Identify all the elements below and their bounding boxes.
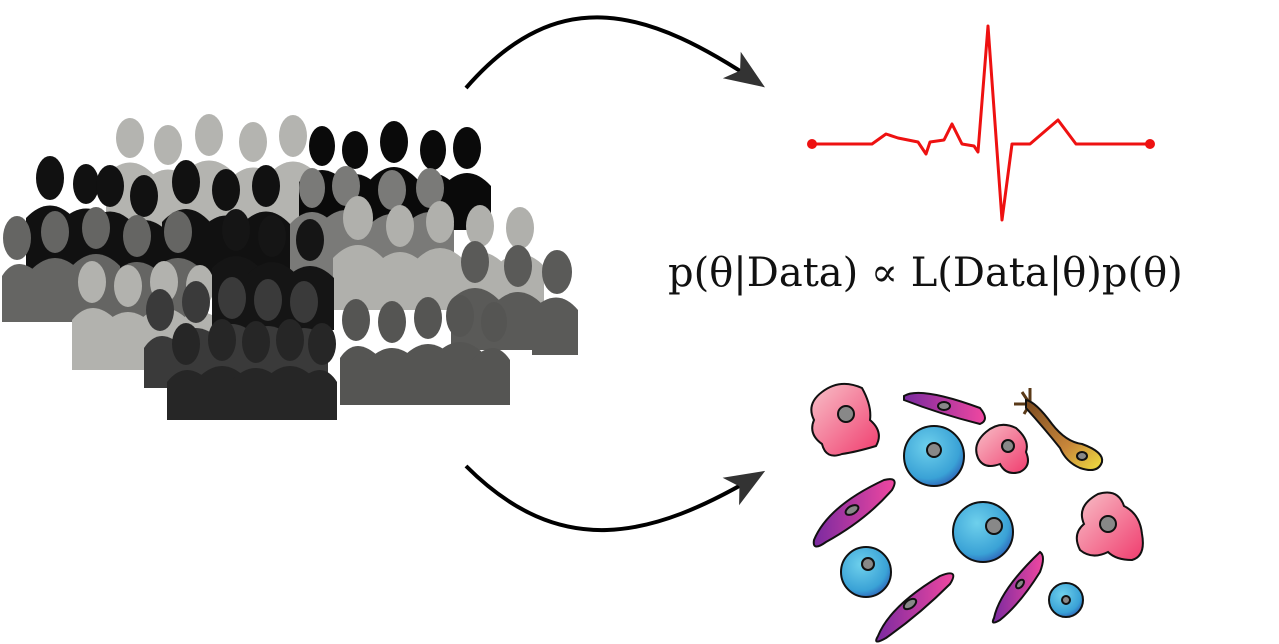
spindle-cell bbox=[991, 550, 1044, 624]
neuron-cell bbox=[1014, 388, 1104, 471]
curved-arrow-icon bbox=[464, 464, 766, 533]
spindle-cell bbox=[812, 478, 896, 548]
ecg-signal-icon bbox=[807, 24, 1155, 222]
cell-collection-icon bbox=[810, 382, 1144, 643]
curved-arrow-icon bbox=[464, 15, 765, 90]
pink-cell bbox=[1075, 491, 1144, 562]
crowd-silhouette-icon bbox=[2, 114, 578, 420]
round-cell bbox=[903, 425, 965, 487]
bayes-formula: p(θ|Data) ∝ L(Data|θ)p(θ) bbox=[668, 250, 1183, 296]
pink-cell bbox=[975, 423, 1029, 474]
round-cell bbox=[840, 546, 892, 598]
round-cell bbox=[952, 501, 1014, 563]
pink-cell bbox=[810, 382, 880, 457]
spindle-cell bbox=[903, 391, 986, 426]
round-cell bbox=[1048, 582, 1084, 618]
spindle-cell bbox=[875, 572, 955, 643]
